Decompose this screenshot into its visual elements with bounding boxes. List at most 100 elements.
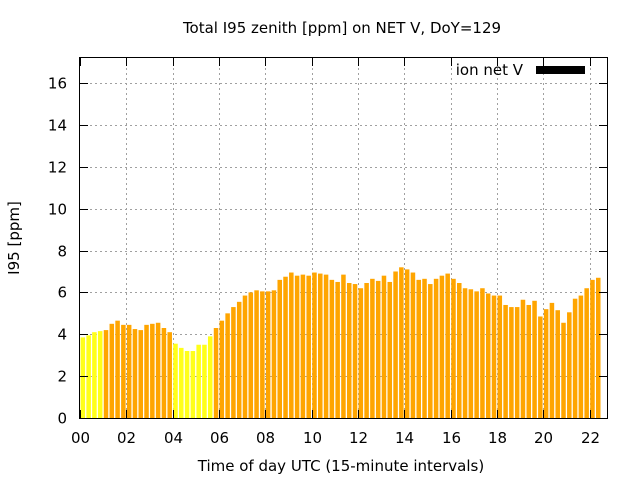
bar	[595, 277, 601, 418]
bar	[294, 275, 300, 418]
bar	[468, 289, 474, 418]
bar	[491, 295, 497, 418]
bar	[97, 331, 103, 418]
bar	[132, 329, 138, 418]
bar	[416, 279, 421, 418]
bar	[451, 278, 456, 418]
bar	[503, 304, 508, 418]
plot-frame	[79, 57, 608, 419]
bar	[103, 330, 109, 418]
bar	[265, 291, 271, 418]
bar	[329, 279, 335, 418]
bar	[532, 300, 537, 418]
x-axis-label: Time of day UTC (15-minute intervals)	[197, 457, 484, 475]
legend: ion net V	[456, 61, 585, 79]
y-axis-label: I95 [ppm]	[5, 201, 23, 275]
bar	[202, 344, 207, 418]
bar	[92, 332, 97, 418]
bar	[236, 301, 242, 418]
legend-swatch	[536, 66, 585, 74]
bar	[300, 274, 306, 418]
bar	[497, 295, 503, 418]
x-tick-label: 00	[71, 429, 90, 447]
bar	[86, 335, 91, 418]
bar	[138, 330, 144, 418]
bar	[375, 280, 381, 418]
bar	[520, 299, 526, 418]
bar	[509, 307, 514, 418]
y-tick-label: 16	[48, 75, 67, 93]
bar	[538, 316, 543, 418]
x-tick-label: 06	[210, 429, 229, 447]
bar	[225, 313, 230, 418]
bar	[335, 281, 340, 418]
y-tick-label: 2	[57, 368, 67, 386]
bars	[80, 267, 601, 418]
bar	[561, 322, 566, 418]
bar	[457, 283, 462, 418]
bar	[155, 322, 161, 418]
bar	[248, 292, 254, 418]
y-tick-label: 12	[48, 159, 67, 177]
bar	[578, 295, 584, 418]
bar	[144, 324, 149, 418]
bar	[567, 312, 572, 418]
bar	[346, 283, 352, 418]
bar	[341, 274, 346, 418]
bar	[80, 337, 86, 418]
bar	[260, 291, 265, 418]
bar	[277, 279, 282, 418]
bar	[126, 324, 132, 418]
bar	[190, 351, 196, 418]
bar	[213, 328, 219, 418]
bar	[572, 298, 578, 418]
bar	[109, 323, 115, 418]
x-tick-label: 04	[164, 429, 183, 447]
bar	[231, 307, 236, 418]
bar	[167, 332, 172, 418]
bar	[219, 320, 225, 418]
bar	[352, 284, 358, 418]
bar	[207, 336, 213, 418]
y-tick-label: 0	[57, 410, 67, 428]
bar	[306, 275, 311, 418]
bar	[312, 272, 317, 418]
bar	[242, 295, 248, 418]
x-tick-label: 12	[349, 429, 368, 447]
bar	[439, 275, 445, 418]
bar	[364, 283, 369, 418]
bar	[584, 288, 589, 418]
bar	[283, 276, 288, 418]
bar	[254, 290, 259, 418]
bar	[549, 302, 555, 418]
bar	[271, 290, 277, 418]
bar	[399, 267, 404, 418]
bar	[370, 278, 375, 418]
bar	[184, 351, 190, 418]
bar	[150, 323, 155, 418]
bar	[161, 328, 167, 418]
y-tick-label: 8	[57, 243, 67, 261]
bar	[318, 273, 323, 418]
bar	[543, 309, 549, 418]
y-tick-label: 10	[48, 201, 67, 219]
legend-label: ion net V	[456, 61, 524, 79]
bar	[480, 288, 485, 418]
bar	[121, 324, 126, 418]
x-tick-label: 22	[581, 429, 600, 447]
x-tick-label: 20	[534, 429, 553, 447]
bar	[526, 304, 532, 418]
bar	[173, 343, 178, 418]
bar	[428, 284, 433, 418]
bar	[358, 288, 364, 418]
x-tick-label: 18	[488, 429, 507, 447]
bar	[289, 272, 294, 418]
bar	[433, 278, 439, 418]
bar	[474, 291, 479, 418]
bar	[179, 347, 184, 418]
bar	[485, 293, 491, 418]
y-tick-label: 6	[57, 284, 67, 302]
bar	[381, 275, 387, 418]
